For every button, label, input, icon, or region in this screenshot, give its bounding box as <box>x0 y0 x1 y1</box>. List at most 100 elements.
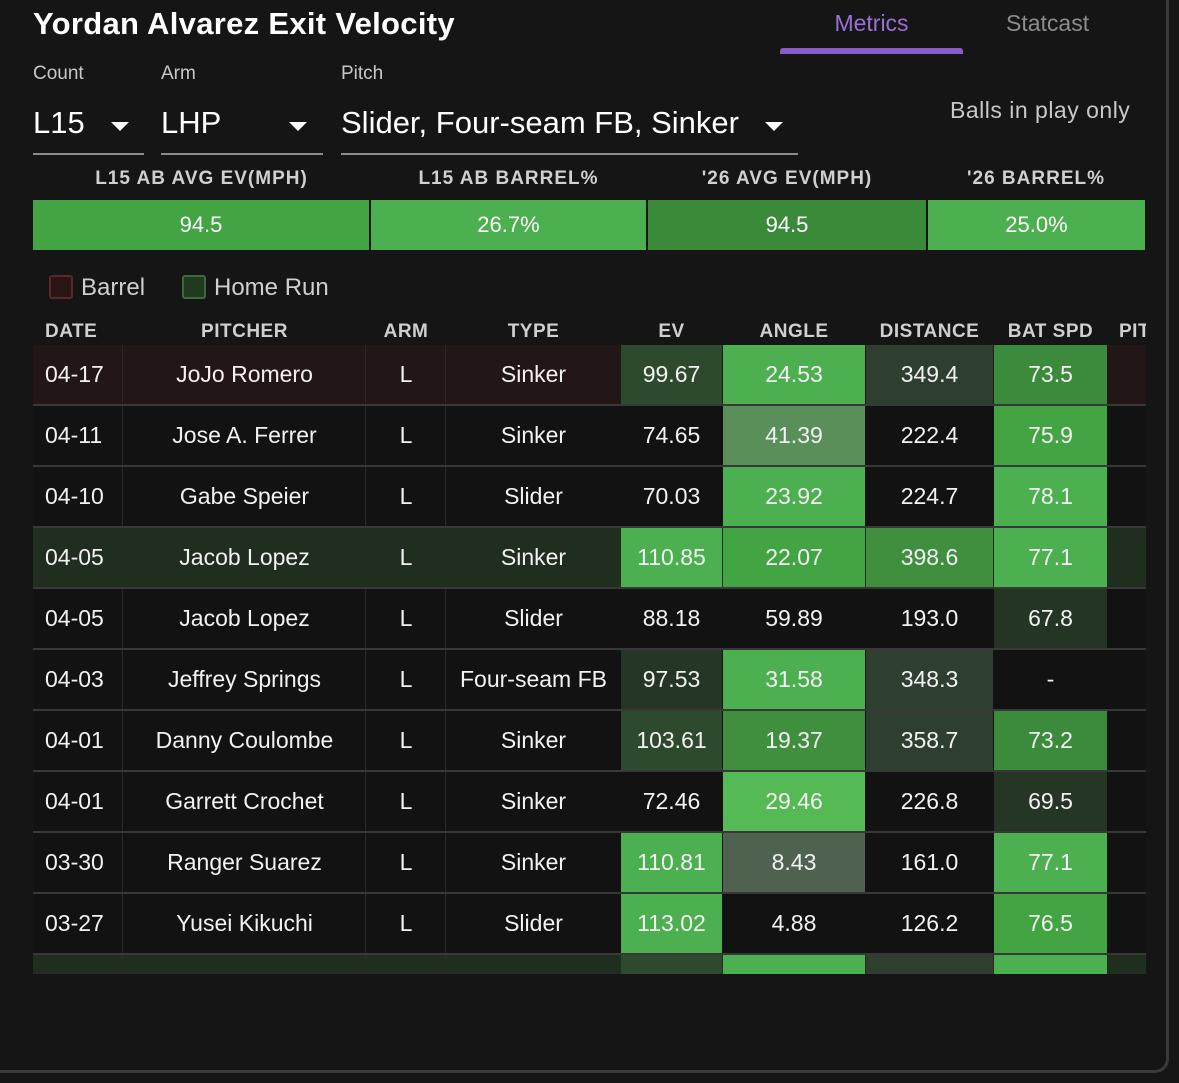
data-table[interactable]: 04-17 JoJo Romero L Sinker 99.67 24.53 349.4 73… <box>33 345 1146 974</box>
cell-bat-spd: 67.8 <box>994 589 1107 648</box>
column-divider <box>122 406 123 465</box>
cell-date: 04-03 <box>45 666 104 692</box>
cell-bat-spd: 69.5 <box>994 772 1107 831</box>
table-row[interactable]: 04-17 JoJo Romero L Sinker 99.67 24.53 349.4 73… <box>33 345 1146 406</box>
cell-date: 04-01 <box>45 727 104 753</box>
table-row[interactable]: 04-03 Jeffrey Springs L Four-seam FB 97.53 31… <box>33 650 1146 711</box>
cell-angle: 22.07 <box>723 528 865 587</box>
chevron-down-icon <box>289 122 307 131</box>
col-header-pitch-cut[interactable]: PIT <box>1119 321 1146 342</box>
table-row[interactable]: 04-05 Jacob Lopez L Sinker 110.85 22.07 398.6 7… <box>33 528 1146 589</box>
col-header-date[interactable]: DATE <box>45 321 98 342</box>
table-row[interactable] <box>33 955 1146 974</box>
cell-angle <box>723 955 865 974</box>
cell-angle: 29.46 <box>723 772 865 831</box>
cell-distance: 222.4 <box>866 406 993 465</box>
cell-type: Sinker <box>500 361 567 387</box>
cell-ev: 110.81 <box>621 833 722 892</box>
cell-ev: 70.03 <box>621 467 722 526</box>
column-divider <box>365 894 366 953</box>
column-divider <box>365 345 366 404</box>
cell-angle: 59.89 <box>723 589 865 648</box>
table-row[interactable]: 04-10 Gabe Speier L Slider 70.03 23.92 224.7 78… <box>33 467 1146 528</box>
summary-header-l15-avg-ev: L15 AB AVG EV(MPH) <box>95 168 308 189</box>
cell-pitcher: Jose A. Ferrer <box>172 422 317 448</box>
legend-barrel-label: Barrel <box>81 274 146 301</box>
cell-arm: L <box>399 361 413 387</box>
summary-26-avg-ev: 94.5 <box>648 200 926 250</box>
cell-bat-spd: - <box>994 650 1107 709</box>
cell-arm: L <box>399 483 413 509</box>
cell-angle: 8.43 <box>723 833 865 892</box>
barrel-swatch-icon <box>49 275 73 299</box>
cell-ev: 113.02 <box>621 894 722 953</box>
count-label: Count <box>33 63 84 84</box>
table-row[interactable]: 03-27 Yusei Kikuchi L Slider 113.02 4.88 126.2… <box>33 894 1146 955</box>
cell-type: Sinker <box>500 727 567 753</box>
cell-pitcher: Jeffrey Springs <box>168 666 321 692</box>
cell-type <box>446 955 621 974</box>
col-header-ev[interactable]: EV <box>658 321 685 342</box>
table-row[interactable]: 04-05 Jacob Lopez L Slider 88.18 59.89 193.0 67… <box>33 589 1146 650</box>
tab-statcast[interactable]: Statcast <box>1006 10 1090 36</box>
arm-select-value: LHP <box>161 105 222 140</box>
table-row[interactable]: 04-01 Garrett Crochet L Sinker 72.46 29.46 226… <box>33 772 1146 833</box>
cell-date: 04-01 <box>45 788 104 814</box>
cell-bat-spd: 77.1 <box>994 833 1107 892</box>
column-divider <box>445 406 446 465</box>
cell-angle: 4.88 <box>723 894 865 953</box>
col-header-type[interactable]: TYPE <box>507 321 560 342</box>
cell-angle: 24.53 <box>723 345 865 404</box>
col-header-bat-spd[interactable]: BAT SPD <box>1007 321 1094 342</box>
cell-type: Slider <box>504 483 563 509</box>
cell-arm: L <box>399 422 413 448</box>
cell-date: 04-10 <box>45 483 104 509</box>
pitch-select[interactable]: Slider, Four-seam FB, Sinker <box>341 100 798 155</box>
cell-angle: 23.92 <box>723 467 865 526</box>
count-select[interactable]: L15 <box>33 100 144 155</box>
arm-select[interactable]: LHP <box>161 100 323 155</box>
column-divider <box>445 589 446 648</box>
cell-bat-spd: 75.9 <box>994 406 1107 465</box>
col-header-pitcher[interactable]: PITCHER <box>201 321 288 342</box>
table-row[interactable]: 04-01 Danny Coulombe L Sinker 103.61 19.37 358… <box>33 711 1146 772</box>
cell-bat-spd <box>994 955 1107 974</box>
summary-l15-barrel: 26.7% <box>371 200 646 250</box>
cell-ev <box>621 955 722 974</box>
cell-arm: L <box>399 544 413 570</box>
column-divider <box>445 955 446 974</box>
cell-pitcher: Gabe Speier <box>179 483 310 509</box>
balls-in-play-toggle[interactable]: Balls in play only <box>950 97 1131 123</box>
cell-ev: 88.18 <box>621 589 722 648</box>
table-row[interactable]: 04-11 Jose A. Ferrer L Sinker 74.65 41.39 222.… <box>33 406 1146 467</box>
legend-barrel: Barrel <box>49 274 159 302</box>
cell-pitcher: Garrett Crochet <box>165 788 324 814</box>
cell-arm <box>366 955 446 974</box>
cell-date: 04-05 <box>45 605 104 631</box>
cell-distance: 398.6 <box>866 528 993 587</box>
column-divider <box>365 711 366 770</box>
col-header-arm[interactable]: ARM <box>383 321 429 342</box>
cell-ev: 99.67 <box>621 345 722 404</box>
cell-ev: 103.61 <box>621 711 722 770</box>
col-header-distance[interactable]: DISTANCE <box>879 321 980 342</box>
count-select-value: L15 <box>33 105 85 140</box>
cell-pitcher: Jacob Lopez <box>179 605 310 631</box>
column-divider <box>122 772 123 831</box>
cell-date: 03-30 <box>45 849 104 875</box>
column-divider <box>122 650 123 709</box>
cell-date <box>33 955 131 974</box>
cell-bat-spd: 77.1 <box>994 528 1107 587</box>
column-divider <box>122 467 123 526</box>
cell-pitcher: JoJo Romero <box>176 361 313 387</box>
col-header-angle[interactable]: ANGLE <box>759 321 829 342</box>
tab-metrics[interactable]: Metrics <box>834 10 909 36</box>
column-divider <box>445 894 446 953</box>
cell-angle: 31.58 <box>723 650 865 709</box>
table-row[interactable]: 03-30 Ranger Suarez L Sinker 110.81 8.43 161.0… <box>33 833 1146 894</box>
legend-home-run: Home Run <box>182 274 342 302</box>
cell-ev: 97.53 <box>621 650 722 709</box>
column-divider <box>122 894 123 953</box>
summary-header-l15-barrel: L15 AB BARREL% <box>418 168 599 189</box>
